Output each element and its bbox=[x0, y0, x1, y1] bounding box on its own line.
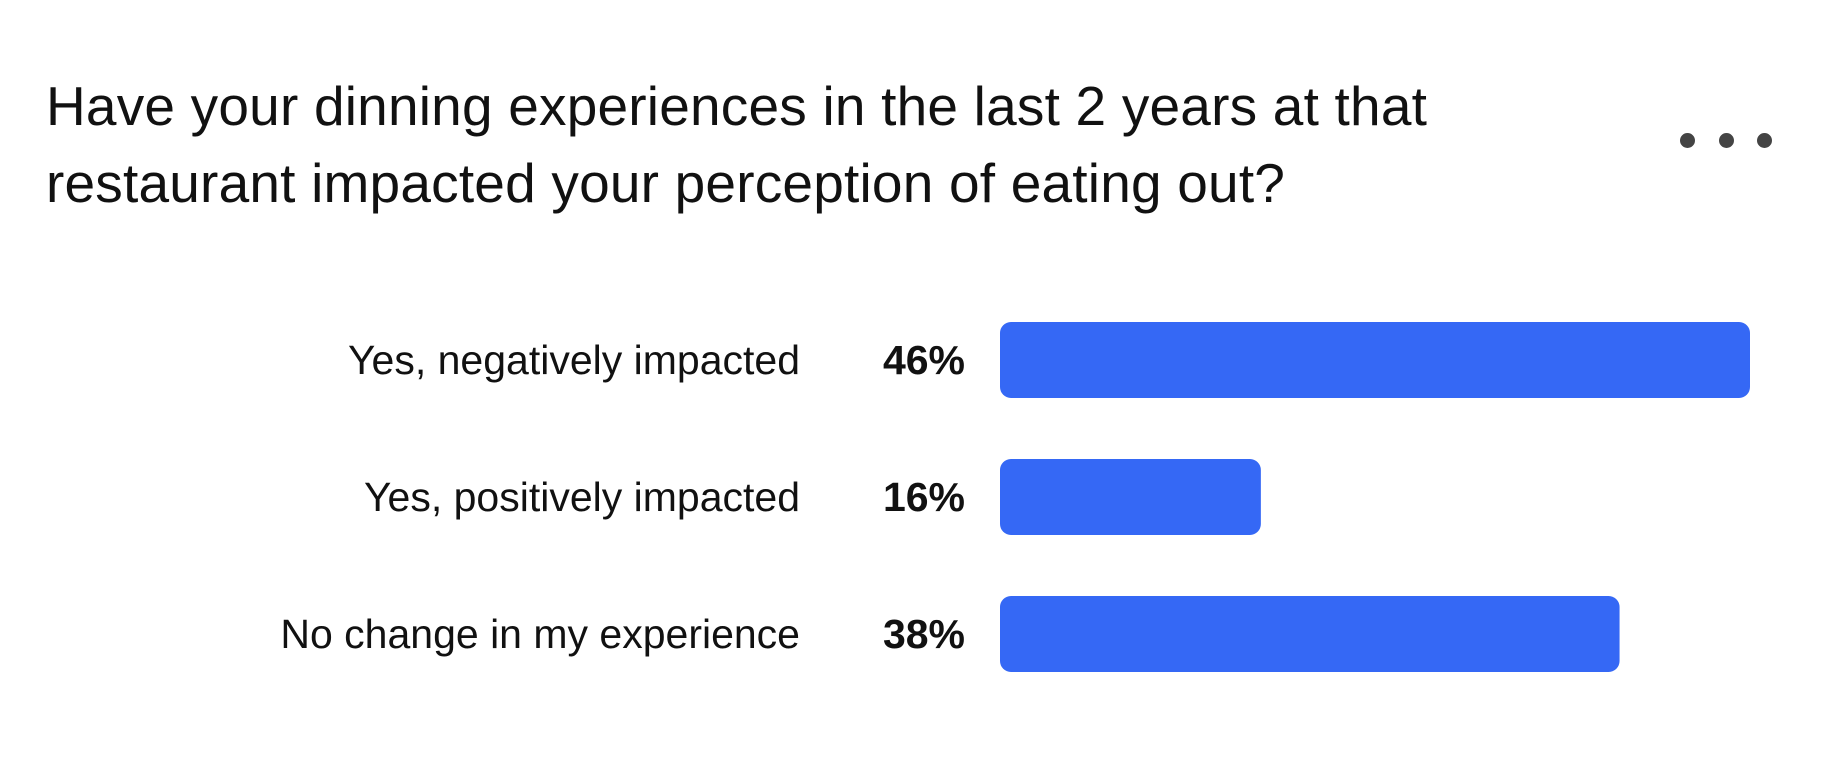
category-label: Yes, negatively impacted bbox=[348, 337, 800, 383]
bar-row: No change in my experience 38% bbox=[280, 596, 1620, 672]
bar bbox=[1000, 322, 1750, 398]
more-options-dot-icon bbox=[1680, 132, 1695, 148]
value-label: 46% bbox=[883, 337, 965, 383]
category-label: No change in my experience bbox=[280, 611, 800, 657]
more-options-dot-icon bbox=[1757, 132, 1772, 148]
bar bbox=[1000, 596, 1620, 672]
category-label: Yes, positively impacted bbox=[364, 474, 800, 520]
poll-question: Have your dinning experiences in the las… bbox=[46, 75, 1428, 214]
bar-row: Yes, negatively impacted 46% bbox=[348, 322, 1750, 398]
value-label: 38% bbox=[883, 611, 965, 657]
bar-row: Yes, positively impacted 16% bbox=[364, 459, 1261, 535]
more-options-dot-icon bbox=[1718, 132, 1734, 148]
value-label: 16% bbox=[883, 474, 965, 520]
bar bbox=[1000, 459, 1261, 535]
more-options-button[interactable] bbox=[1680, 122, 1772, 158]
